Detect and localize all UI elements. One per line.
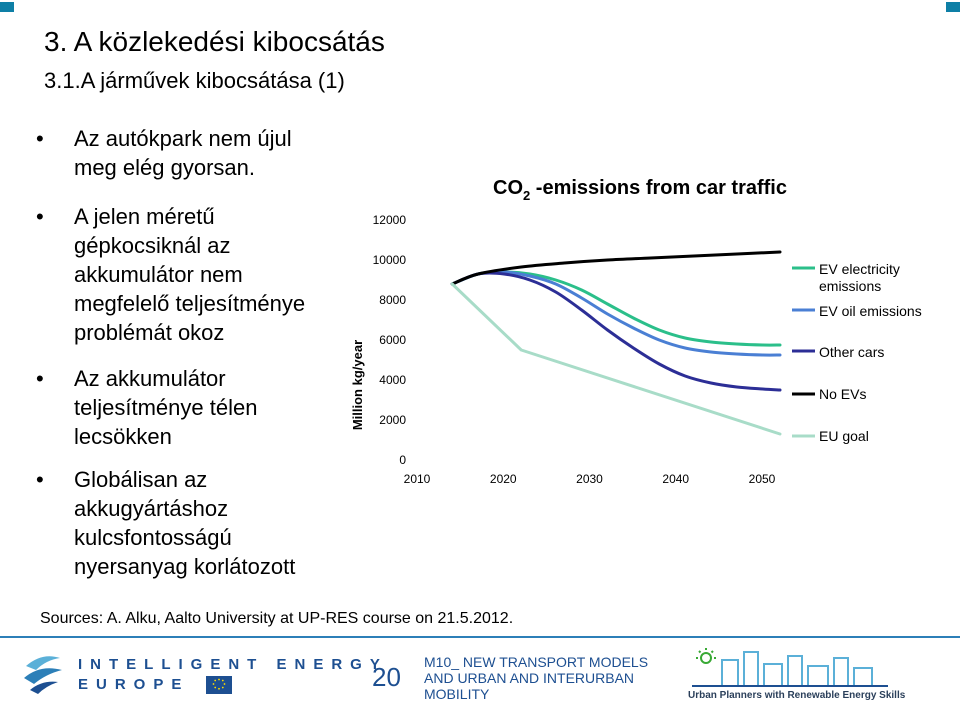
x-tick-label: 2040: [662, 472, 689, 486]
ie-logo-line1: INTELLIGENT ENERGY: [78, 656, 388, 673]
bullet-item: Az autókpark nem újul meg elég gyorsan.: [36, 124, 336, 182]
chart-title: CO2 -emissions from car traffic: [493, 177, 787, 203]
module-title: M10_ NEW TRANSPORT MODELS AND URBAN AND …: [424, 654, 649, 702]
y-axis-label: Million kg/year: [350, 340, 365, 430]
x-axis-ticks: 2010 2020 2030 2040 2050: [404, 472, 776, 486]
bullet-item: Globálisan az akkugyártáshoz kulcsfontos…: [36, 465, 336, 581]
page-number: 20: [372, 662, 401, 692]
y-tick-label: 6000: [379, 333, 406, 347]
bullet-list: Az autókpark nem újul meg elég gyorsan. …: [36, 124, 336, 581]
y-tick-label: 0: [399, 453, 406, 467]
x-tick-label: 2010: [404, 472, 431, 486]
series-line-no-evs: [450, 250, 782, 286]
intelligent-energy-logo-icon: [24, 656, 62, 694]
y-tick-label: 2000: [379, 413, 406, 427]
corner-mark-left: [0, 2, 14, 12]
footer-divider: [0, 636, 960, 638]
eu-flag-icon: [206, 676, 232, 694]
ie-logo-line2: EUROPE: [78, 676, 190, 693]
corner-mark-right: [946, 2, 960, 12]
y-tick-label: 12000: [373, 213, 407, 227]
series-line-ev-oil-emissions: [450, 270, 782, 357]
chart-legend: EV electricity emissions EV oil emissions O…: [792, 261, 922, 444]
series-line-other-cars: [450, 271, 782, 392]
y-tick-label: 8000: [379, 293, 406, 307]
co2-emissions-chart: CO2 -emissions from car traffic Million …: [350, 177, 922, 486]
series-line-ev-electricity-emissions: [450, 270, 782, 347]
legend-label: Other cars: [819, 344, 884, 360]
y-tick-label: 4000: [379, 373, 406, 387]
x-tick-label: 2030: [576, 472, 603, 486]
bullet-item: Az akkumulátor teljesítménye télen lecsö…: [36, 364, 336, 451]
y-tick-label: 10000: [373, 253, 407, 267]
slide-subtitle: 3.1.A járművek kibocsátása (1): [44, 68, 345, 93]
chart-title-subscript: 2: [523, 188, 530, 203]
chart-title-suffix: -emissions from car traffic: [530, 177, 787, 199]
chart-title-prefix: CO: [493, 177, 523, 199]
chart-series: [450, 250, 782, 436]
up-res-logo-icon: [692, 648, 888, 687]
legend-label: EU goal: [819, 428, 869, 444]
up-res-caption: Urban Planners with Renewable Energy Ski…: [688, 690, 906, 701]
x-tick-label: 2020: [490, 472, 517, 486]
bullet-item: A jelen méretű gépkocsiknál az akkumulát…: [36, 202, 336, 347]
slide-title: 3. A közlekedési kibocsátás: [44, 26, 385, 57]
series-line-eu-goal: [450, 282, 782, 436]
x-tick-label: 2050: [749, 472, 776, 486]
legend-label: No EVs: [819, 386, 866, 402]
legend-label: EV oil emissions: [819, 303, 922, 319]
sources-note: Sources: A. Alku, Aalto University at UP…: [40, 610, 514, 627]
legend-label: EV electricity emissions: [819, 261, 900, 294]
y-axis-ticks: 0 2000 4000 6000 8000 10000 12000: [373, 213, 407, 467]
